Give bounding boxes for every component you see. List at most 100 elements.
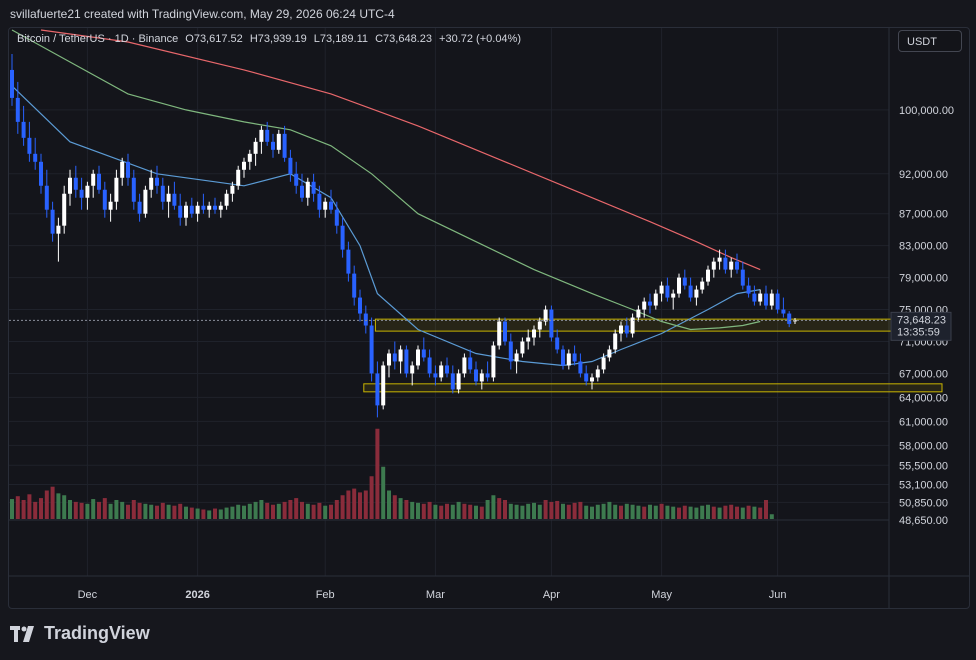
volume-bar bbox=[375, 428, 380, 519]
candle-body bbox=[207, 205, 212, 210]
candle-body bbox=[27, 137, 32, 154]
candle-body bbox=[572, 353, 577, 362]
moving-average-line bbox=[40, 29, 761, 271]
candle-body bbox=[358, 297, 362, 314]
candle-body bbox=[305, 181, 310, 198]
candle-body bbox=[665, 285, 670, 298]
volume-bar bbox=[387, 490, 391, 519]
candle-body bbox=[711, 261, 716, 270]
currency-button[interactable]: USDT bbox=[898, 30, 962, 52]
volume-bar bbox=[91, 499, 96, 519]
candle-body bbox=[44, 185, 49, 210]
candle-body bbox=[392, 353, 397, 362]
candle-body bbox=[474, 369, 478, 382]
volume-bar bbox=[677, 507, 681, 519]
volume-bar bbox=[21, 500, 26, 519]
volume-bar bbox=[421, 503, 426, 519]
candle-body bbox=[462, 357, 467, 374]
candle-body bbox=[195, 205, 200, 214]
candle-body bbox=[694, 289, 699, 298]
volume-bar bbox=[27, 494, 32, 519]
volume-bar bbox=[740, 507, 745, 519]
candle-body bbox=[735, 261, 739, 270]
candle-body bbox=[427, 357, 432, 374]
volume-bar bbox=[590, 506, 594, 519]
candle-body bbox=[566, 353, 571, 366]
candle-body bbox=[236, 169, 241, 186]
candle-body bbox=[172, 193, 177, 206]
candle-body bbox=[601, 357, 606, 370]
volume-bar bbox=[561, 503, 565, 519]
volume-bar bbox=[120, 501, 125, 519]
candle-body bbox=[213, 205, 217, 210]
candle-body bbox=[607, 349, 612, 358]
volume-bar bbox=[450, 504, 455, 519]
volume-bar bbox=[497, 498, 502, 519]
candle-body bbox=[526, 337, 531, 342]
y-tick-label: 83,000.00 bbox=[899, 241, 948, 253]
candle-body bbox=[398, 349, 403, 362]
change-value: +30.72 (+0.04%) bbox=[439, 33, 521, 45]
volume-bar bbox=[717, 507, 722, 519]
candle-body bbox=[787, 313, 792, 324]
x-tick-label: Dec bbox=[78, 589, 98, 601]
candle-body bbox=[729, 261, 734, 270]
candle-body bbox=[346, 249, 351, 274]
candle-body bbox=[166, 193, 171, 202]
candle-body bbox=[15, 97, 20, 122]
volume-bar bbox=[10, 499, 14, 519]
candle-body bbox=[706, 269, 710, 282]
volume-bar bbox=[549, 501, 554, 519]
candle-body bbox=[485, 373, 490, 378]
x-tick-label: Mar bbox=[426, 589, 445, 601]
volume-bar bbox=[259, 500, 264, 519]
candle-body bbox=[155, 177, 159, 186]
volume-bar bbox=[56, 493, 61, 519]
volume-bar bbox=[155, 505, 159, 519]
volume-bar bbox=[329, 504, 333, 519]
candle-body bbox=[555, 337, 560, 350]
y-tick-label: 64,000.00 bbox=[899, 392, 948, 404]
candle-body bbox=[700, 281, 705, 290]
candle-body bbox=[503, 321, 507, 342]
volume-bar bbox=[624, 503, 629, 519]
candle-body bbox=[410, 365, 415, 374]
volume-bar bbox=[491, 495, 496, 519]
volume-bar bbox=[636, 505, 641, 519]
volume-bar bbox=[126, 504, 130, 519]
close-value: C73,648.23 bbox=[375, 33, 432, 45]
candle-body bbox=[329, 201, 333, 210]
moving-average-line bbox=[11, 85, 761, 367]
volume-bar bbox=[33, 501, 38, 519]
candle-body bbox=[114, 177, 119, 202]
price-chart[interactable]: 100,000.00 92,000.00 87,000.00 83,000.00 79,… bbox=[9, 28, 969, 608]
candle-body bbox=[184, 205, 188, 218]
tradingview-logo[interactable]: TradingView bbox=[10, 623, 150, 644]
candle-body bbox=[311, 181, 316, 194]
x-tick-label: Feb bbox=[316, 589, 335, 601]
volume-bar bbox=[323, 505, 328, 519]
volume-bar bbox=[566, 504, 571, 519]
volume-bar bbox=[537, 504, 542, 519]
candle-body bbox=[746, 285, 751, 294]
chart-panel[interactable]: 100,000.00 92,000.00 87,000.00 83,000.00 79,… bbox=[8, 27, 970, 609]
candle-body bbox=[300, 185, 304, 198]
volume-bar bbox=[172, 505, 177, 519]
volume-bar bbox=[659, 503, 664, 519]
candle-body bbox=[648, 301, 652, 306]
candle-body bbox=[479, 373, 484, 382]
volume-bar bbox=[619, 505, 623, 519]
candle-body bbox=[624, 325, 629, 334]
candle-body bbox=[764, 293, 768, 306]
last-price-tag bbox=[890, 311, 952, 341]
candle-body bbox=[433, 373, 438, 378]
volume-bar bbox=[764, 500, 768, 519]
candle-body bbox=[590, 377, 594, 382]
y-tick-label: 79,000.00 bbox=[899, 273, 948, 285]
volume-bar bbox=[68, 500, 72, 519]
volume-bar bbox=[439, 505, 444, 519]
volume-bar bbox=[706, 504, 710, 519]
candle-body bbox=[131, 177, 136, 202]
candle-body bbox=[85, 185, 90, 198]
volume-bar bbox=[137, 502, 142, 519]
